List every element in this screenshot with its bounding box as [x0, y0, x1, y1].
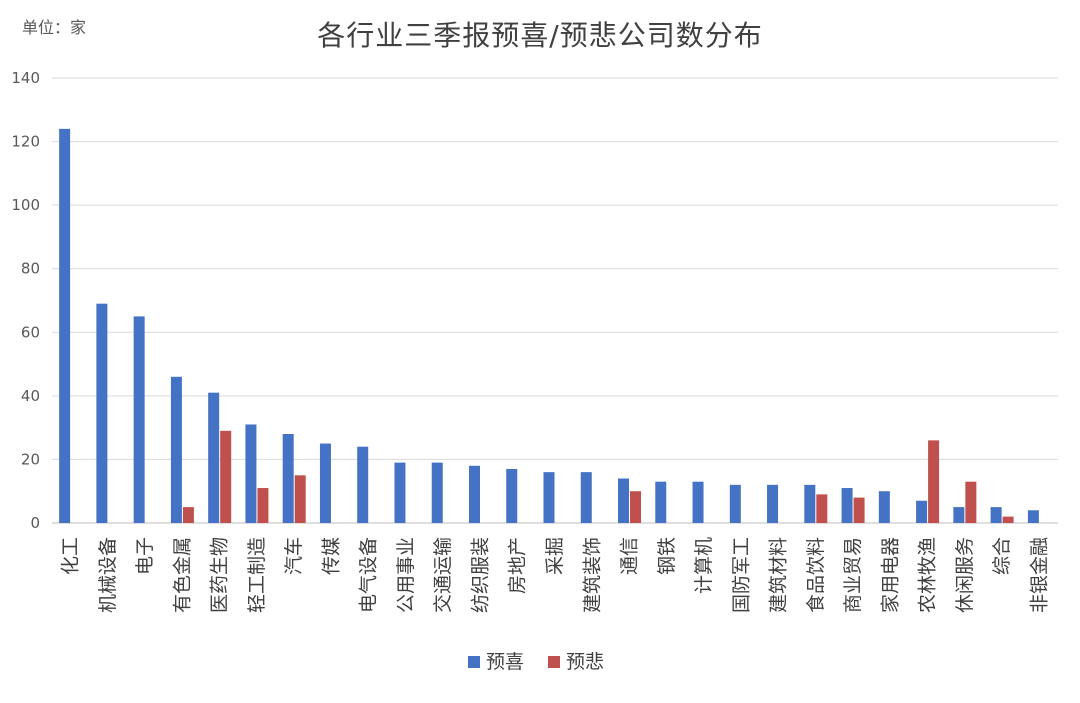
y-tick-label: 100 [11, 196, 40, 214]
y-tick-label: 140 [11, 69, 40, 87]
y-tick-label: 0 [30, 514, 40, 532]
x-axis: 化工 机械设备 电子 有色金属 医药生物 轻工制造 汽车 传媒 电气设备 公用事业 交通运输 纺织服装… [60, 537, 1051, 613]
x-tick-label: 通信 [619, 537, 641, 575]
bar-yuxi [468, 465, 480, 523]
bar-yuxi [96, 303, 108, 523]
x-tick-label: 轻工制造 [246, 537, 268, 613]
x-tick-label: 国防军工 [730, 537, 752, 613]
bar-yubei [294, 475, 306, 523]
legend-swatch [468, 656, 480, 668]
x-tick-label: 医药生物 [209, 537, 231, 613]
x-tick-label: 汽车 [283, 537, 305, 575]
bar-yuxi [767, 484, 779, 523]
bar-yuxi [655, 481, 667, 523]
y-tick-label: 120 [11, 133, 40, 151]
x-tick-label: 电子 [134, 537, 156, 575]
unit-label: 单位：家 [22, 18, 87, 37]
x-tick-label: 化工 [60, 537, 82, 575]
bar-yuxi [543, 472, 555, 523]
bar-yuxi [692, 481, 704, 523]
y-tick-label: 40 [21, 387, 40, 405]
bar-yubei [630, 491, 642, 523]
x-tick-label: 机械设备 [97, 537, 119, 613]
bar-yubei [853, 497, 865, 523]
bar-yuxi [431, 462, 443, 523]
legend-label: 预喜 [486, 651, 524, 673]
bar-yuxi [170, 376, 182, 523]
x-tick-label: 休闲服务 [954, 537, 976, 613]
x-tick-label: 交通运输 [432, 537, 454, 613]
x-tick-label: 家用电器 [879, 537, 901, 613]
bar-yubei [816, 494, 828, 523]
bar-yuxi [618, 478, 630, 523]
bar-yuxi [580, 472, 592, 523]
bar-yuxi [394, 462, 406, 523]
bar-yuxi [506, 468, 518, 523]
x-tick-label: 纺织服装 [469, 537, 491, 613]
x-tick-label: 房地产 [507, 537, 529, 594]
x-tick-label: 综合 [991, 537, 1013, 575]
y-tick-label: 60 [21, 323, 40, 341]
bar-yuxi [319, 443, 331, 523]
bar-yuxi [1027, 510, 1039, 523]
bar-yuxi [133, 316, 145, 523]
bar-yuxi [953, 507, 965, 523]
x-tick-label: 公用事业 [395, 537, 417, 613]
legend-swatch [548, 656, 560, 668]
bar-yuxi [729, 484, 741, 523]
x-tick-label: 建筑装饰 [581, 537, 603, 613]
gridlines [52, 77, 1058, 524]
bar-yuxi [841, 488, 853, 523]
bar-yuxi [245, 424, 257, 523]
y-tick-label: 80 [21, 260, 40, 278]
x-tick-label: 商业贸易 [842, 537, 864, 613]
y-tick-label: 20 [21, 450, 40, 468]
x-tick-label: 非银金融 [1028, 537, 1050, 613]
bar-yubei [965, 481, 977, 523]
x-tick-label: 电气设备 [358, 537, 380, 613]
legend-label: 预悲 [566, 651, 604, 673]
bar-yuxi [208, 392, 220, 523]
x-tick-label: 食品饮料 [805, 537, 827, 613]
x-tick-label: 有色金属 [171, 537, 193, 613]
bar-yuxi [59, 128, 71, 523]
x-tick-label: 传媒 [320, 537, 342, 575]
bars [59, 128, 1039, 523]
bar-yubei [257, 488, 269, 523]
bar-yubei [220, 430, 232, 523]
bar-yubei [1002, 516, 1014, 523]
bar-yubei [928, 440, 940, 523]
bar-yuxi [804, 484, 816, 523]
bar-yuxi [282, 434, 294, 523]
bar-yuxi [357, 446, 369, 523]
x-tick-label: 钢铁 [656, 537, 678, 575]
y-axis: 0 20 40 60 80 100 120 140 [11, 69, 40, 532]
chart-title: 各行业三季报预喜/预悲公司数分布 [317, 19, 763, 52]
x-tick-label: 建筑材料 [768, 537, 790, 613]
x-tick-label: 采掘 [544, 537, 566, 575]
bar-yubei [182, 507, 194, 523]
x-tick-label: 计算机 [693, 537, 715, 594]
bar-yuxi [916, 500, 928, 523]
bar-yuxi [990, 507, 1002, 523]
bar-yuxi [878, 491, 890, 523]
legend: 预喜 预悲 [468, 651, 604, 673]
x-tick-label: 农林牧渔 [917, 537, 939, 613]
